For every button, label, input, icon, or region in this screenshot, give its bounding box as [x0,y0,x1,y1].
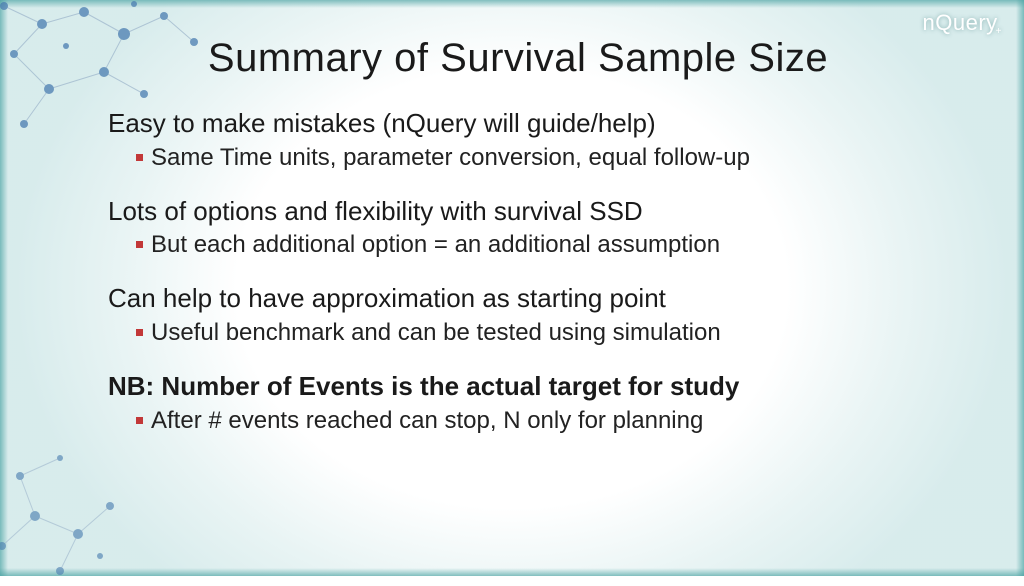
slide-content: Summary of Survival Sample Size Easy to … [0,0,1024,576]
point-sub-row: After # events reached can stop, N only … [108,405,928,436]
bullet-point: Easy to make mistakes (nQuery will guide… [108,107,928,173]
slide-title: Summary of Survival Sample Size [108,36,928,81]
point-main-bold: NB: Number of Events is the actual targe… [108,370,928,403]
square-bullet-icon [136,154,143,161]
point-main: Easy to make mistakes (nQuery will guide… [108,107,928,140]
point-main: Can help to have approximation as starti… [108,282,928,315]
point-sub: Useful benchmark and can be tested using… [151,317,721,348]
point-sub: But each additional option = an addition… [151,229,720,260]
square-bullet-icon [136,417,143,424]
point-sub-row: But each additional option = an addition… [108,229,928,260]
bullet-point: NB: Number of Events is the actual targe… [108,370,928,436]
point-sub-row: Same Time units, parameter conversion, e… [108,142,928,173]
point-main: Lots of options and flexibility with sur… [108,195,928,228]
point-sub-row: Useful benchmark and can be tested using… [108,317,928,348]
point-sub: Same Time units, parameter conversion, e… [151,142,750,173]
square-bullet-icon [136,329,143,336]
bullet-point: Lots of options and flexibility with sur… [108,195,928,261]
point-sub: After # events reached can stop, N only … [151,405,703,436]
bullet-point: Can help to have approximation as starti… [108,282,928,348]
square-bullet-icon [136,241,143,248]
